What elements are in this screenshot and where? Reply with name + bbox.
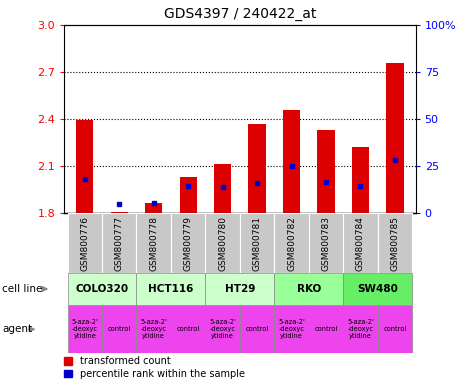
Text: 5-aza-2'
-deoxyc
ytidine: 5-aza-2' -deoxyc ytidine xyxy=(209,319,236,339)
Text: GSM800785: GSM800785 xyxy=(390,216,399,271)
Text: GSM800779: GSM800779 xyxy=(184,216,193,271)
Text: RKO: RKO xyxy=(297,284,321,294)
Text: control: control xyxy=(314,326,338,332)
Bar xyxy=(205,273,275,305)
Text: GSM800777: GSM800777 xyxy=(115,216,124,271)
Bar xyxy=(275,273,343,305)
Bar xyxy=(248,124,266,213)
Text: COLO320: COLO320 xyxy=(76,284,129,294)
Bar xyxy=(240,213,275,273)
Bar xyxy=(205,305,240,353)
Bar xyxy=(67,305,102,353)
Text: GSM800776: GSM800776 xyxy=(80,216,89,271)
Text: SW480: SW480 xyxy=(357,284,398,294)
Bar xyxy=(111,212,128,213)
Bar xyxy=(240,305,275,353)
Bar xyxy=(386,63,404,213)
Bar xyxy=(102,213,136,273)
Title: GDS4397 / 240422_at: GDS4397 / 240422_at xyxy=(164,7,316,21)
Bar xyxy=(214,164,231,213)
Bar xyxy=(136,213,171,273)
Text: GSM800781: GSM800781 xyxy=(253,216,262,271)
Text: GSM800778: GSM800778 xyxy=(149,216,158,271)
Text: 5-aza-2'
-deoxyc
ytidine: 5-aza-2' -deoxyc ytidine xyxy=(140,319,167,339)
Text: HCT116: HCT116 xyxy=(148,284,194,294)
Bar xyxy=(343,305,378,353)
Text: agent: agent xyxy=(2,324,32,334)
Bar xyxy=(378,213,412,273)
Text: GSM800784: GSM800784 xyxy=(356,216,365,271)
Text: 5-aza-2'
-deoxyc
ytidine: 5-aza-2' -deoxyc ytidine xyxy=(71,319,98,339)
Bar xyxy=(343,273,412,305)
Bar xyxy=(352,147,369,213)
Bar xyxy=(145,203,162,213)
Bar xyxy=(309,305,343,353)
Bar xyxy=(76,120,94,213)
Bar xyxy=(171,213,205,273)
Text: HT29: HT29 xyxy=(225,284,255,294)
Text: control: control xyxy=(246,326,269,332)
Bar xyxy=(205,213,240,273)
Bar xyxy=(275,305,309,353)
Bar xyxy=(317,130,335,213)
Text: GSM800780: GSM800780 xyxy=(218,216,227,271)
Bar xyxy=(343,213,378,273)
Text: GSM800783: GSM800783 xyxy=(322,216,331,271)
Legend: transformed count, percentile rank within the sample: transformed count, percentile rank withi… xyxy=(64,356,245,379)
Bar xyxy=(378,305,412,353)
Bar xyxy=(171,305,205,353)
Text: GSM800782: GSM800782 xyxy=(287,216,296,271)
Text: 5-aza-2'
-deoxyc
ytidine: 5-aza-2' -deoxyc ytidine xyxy=(347,319,374,339)
Bar xyxy=(275,213,309,273)
Bar xyxy=(67,273,136,305)
Text: cell line: cell line xyxy=(2,284,43,294)
Bar xyxy=(309,213,343,273)
Bar xyxy=(136,305,171,353)
Text: control: control xyxy=(177,326,200,332)
Bar xyxy=(180,177,197,213)
Text: 5-aza-2'
-deoxyc
ytidine: 5-aza-2' -deoxyc ytidine xyxy=(278,319,305,339)
Bar xyxy=(136,273,205,305)
Text: control: control xyxy=(108,326,131,332)
Bar xyxy=(67,213,102,273)
Text: control: control xyxy=(383,326,407,332)
Bar xyxy=(283,111,300,213)
Bar xyxy=(102,305,136,353)
